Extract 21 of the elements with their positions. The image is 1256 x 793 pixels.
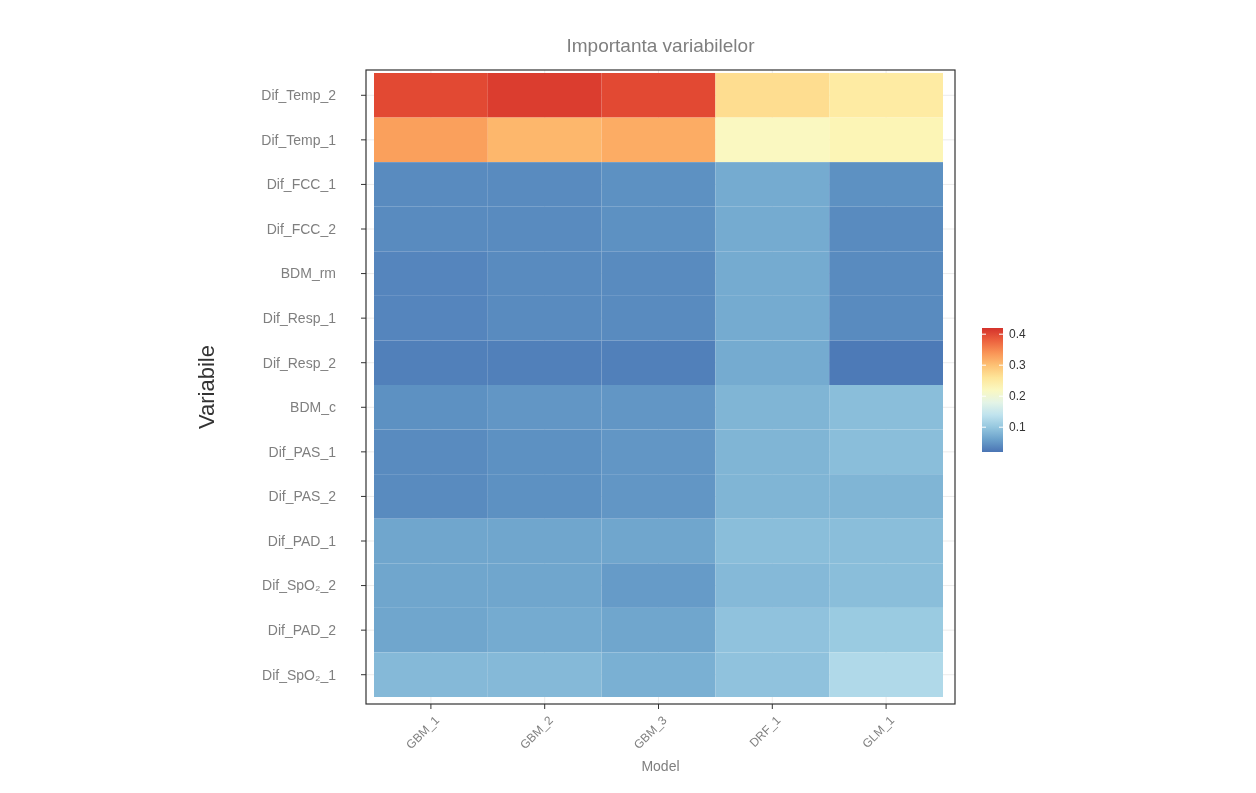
color-bar-label: 0.3 [1009,358,1027,373]
y-tick-label: Dif_SpO₂_2 [262,577,337,594]
y-tick-label: Dif_PAS_1 [268,443,337,460]
y-tick-label: Dif_PAD_2 [267,622,337,639]
color-bar-label: 0.4 [1009,327,1027,342]
y-tick-label: BDM_c [290,399,336,416]
y-tick-label: Dif_Resp_1 [262,310,337,327]
y-tick-label: BDM_rm [280,265,336,282]
y-axis-title: Variabile [194,345,219,429]
y-tick-label: Dif_Temp_2 [261,87,337,104]
y-tick-label: Dif_Resp_2 [262,354,337,371]
color-bar-label: 0.1 [1009,420,1027,435]
color-bar-label: 0.2 [1009,389,1027,404]
y-tick-label: Dif_FCC_1 [266,176,337,193]
y-tick-label: Dif_FCC_2 [266,220,337,237]
x-axis-title: Model [641,758,680,774]
y-tick-label: Dif_PAS_2 [268,488,337,505]
y-tick-label: Dif_Temp_1 [261,131,337,148]
y-tick-label: Dif_SpO₂_1 [262,666,337,683]
y-tick-label: Dif_PAD_1 [267,532,337,549]
chart-title: Importanta variabilelor [566,35,756,56]
